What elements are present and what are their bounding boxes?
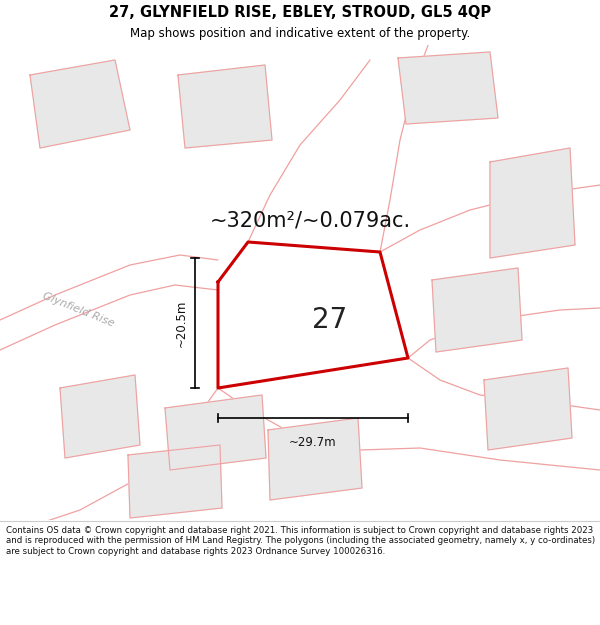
Text: 27, GLYNFIELD RISE, EBLEY, STROUD, GL5 4QP: 27, GLYNFIELD RISE, EBLEY, STROUD, GL5 4…	[109, 5, 491, 20]
Polygon shape	[60, 375, 140, 458]
Polygon shape	[165, 395, 266, 470]
Polygon shape	[490, 148, 575, 258]
Text: Glynfield Rise: Glynfield Rise	[41, 291, 115, 329]
Text: Contains OS data © Crown copyright and database right 2021. This information is : Contains OS data © Crown copyright and d…	[6, 526, 595, 556]
Polygon shape	[398, 52, 498, 124]
Polygon shape	[128, 445, 222, 518]
Polygon shape	[178, 65, 272, 148]
Polygon shape	[484, 368, 572, 450]
Text: ~29.7m: ~29.7m	[289, 436, 337, 449]
Polygon shape	[268, 418, 362, 500]
Polygon shape	[432, 268, 522, 352]
Text: 27: 27	[313, 306, 347, 334]
Text: ~320m²/~0.079ac.: ~320m²/~0.079ac.	[209, 210, 410, 230]
Polygon shape	[30, 60, 130, 148]
Text: Map shows position and indicative extent of the property.: Map shows position and indicative extent…	[130, 28, 470, 40]
Text: ~20.5m: ~20.5m	[175, 299, 187, 347]
